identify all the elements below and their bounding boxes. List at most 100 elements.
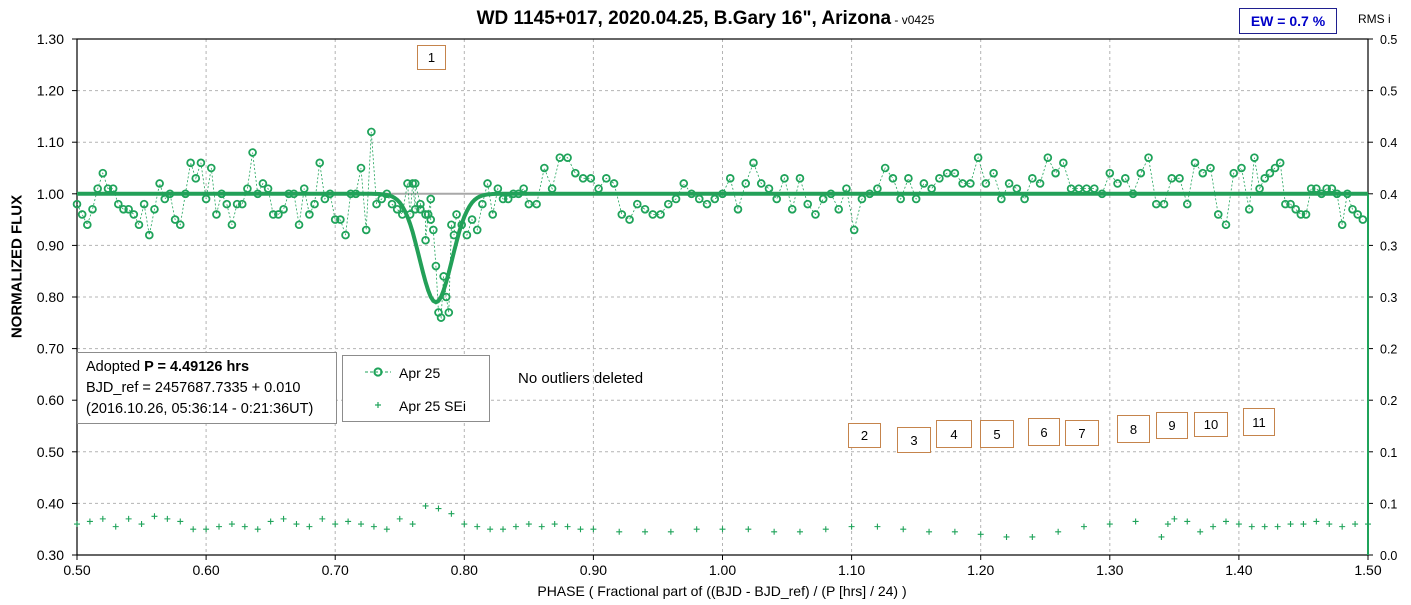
- data-point-apr25: [98, 168, 108, 178]
- data-point-apr25: [88, 204, 97, 214]
- data-point-sei: [112, 523, 119, 530]
- data-point-apr25: [1296, 210, 1306, 219]
- data-point-apr25: [873, 184, 882, 193]
- data-point-apr25: [196, 158, 206, 168]
- data-point-apr25: [186, 158, 195, 168]
- data-point-sei: [771, 528, 778, 535]
- data-point-apr25: [431, 261, 441, 271]
- data-point-sei: [1106, 521, 1113, 528]
- data-point-sei: [1210, 523, 1217, 530]
- y-axis-label: NORMALIZED FLUX: [8, 194, 26, 339]
- data-point-sei: [474, 523, 481, 530]
- data-point-apr25: [749, 158, 758, 168]
- y2-tick-label: 0.1: [1380, 497, 1397, 511]
- series-apr25: [72, 127, 1368, 322]
- data-point-apr25: [911, 194, 921, 204]
- y2-tick-label: 0.1: [1380, 446, 1397, 460]
- data-point-apr25: [514, 189, 523, 199]
- x-axis-label: PHASE ( Fractional part of ((BJD - BJD_r…: [537, 583, 907, 599]
- data-point-apr25: [129, 210, 139, 219]
- data-point-apr25: [1198, 168, 1208, 178]
- data-point-apr25: [733, 204, 743, 214]
- data-point-apr25: [849, 225, 859, 235]
- data-point-apr25: [439, 272, 448, 281]
- y-tick-label: 0.60: [37, 392, 64, 408]
- data-point-apr25: [108, 184, 118, 193]
- bjd-ref-line: BJD_ref = 2457687.7335 + 0.010: [86, 380, 301, 396]
- x-tick-label: 0.80: [451, 562, 478, 578]
- data-point-apr25: [217, 189, 226, 199]
- data-point-apr25: [687, 189, 696, 199]
- data-point-sei: [190, 526, 197, 533]
- data-point-apr25: [524, 199, 534, 209]
- y2-tick-label: 0.5: [1380, 85, 1397, 99]
- data-point-apr25: [857, 194, 867, 204]
- data-point-apr25: [279, 204, 288, 214]
- y-tick-label: 1.00: [37, 186, 64, 202]
- data-point-apr25: [1229, 168, 1239, 178]
- x-tick-label: 0.50: [63, 562, 90, 578]
- data-point-apr25: [403, 179, 412, 188]
- data-point-apr25: [263, 184, 273, 193]
- data-point-sei: [1326, 521, 1333, 528]
- data-point-apr25: [294, 220, 304, 230]
- data-point-apr25: [1237, 163, 1246, 173]
- data-point-apr25: [1358, 215, 1368, 224]
- data-point-apr25: [1028, 174, 1037, 183]
- data-point-apr25: [1250, 153, 1259, 162]
- data-point-apr25: [155, 179, 164, 188]
- legend-swatch-plus: [375, 402, 381, 408]
- data-point-sei: [1029, 533, 1036, 540]
- data-point-apr25: [452, 210, 461, 219]
- y2-tick-label: 0.2: [1380, 343, 1397, 357]
- data-point-apr25: [103, 184, 113, 193]
- data-point-apr25: [919, 179, 929, 188]
- data-point-apr25: [519, 184, 528, 193]
- data-point-sei: [616, 528, 623, 535]
- data-point-apr25: [377, 194, 386, 204]
- data-point-apr25: [447, 220, 456, 230]
- data-point-apr25: [710, 194, 720, 204]
- series-apr25-sei: [74, 502, 1371, 540]
- data-point-apr25: [1151, 199, 1161, 209]
- data-point-apr25: [289, 189, 299, 199]
- data-point-apr25: [632, 199, 642, 209]
- data-point-apr25: [989, 168, 998, 178]
- data-point-apr25: [663, 199, 673, 209]
- data-point-sei: [951, 528, 958, 535]
- data-point-apr25: [718, 189, 727, 199]
- data-point-apr25: [488, 210, 498, 219]
- event-marker: 4: [936, 420, 972, 448]
- data-point-apr25: [83, 220, 92, 230]
- data-point-apr25: [888, 174, 898, 183]
- data-point-sei: [396, 515, 403, 522]
- data-point-apr25: [818, 194, 828, 204]
- data-point-apr25: [77, 210, 87, 219]
- data-point-apr25: [1221, 220, 1231, 230]
- data-point-apr25: [206, 163, 216, 173]
- data-point-apr25: [602, 174, 611, 183]
- data-point-apr25: [950, 168, 960, 178]
- data-point-sei: [1197, 528, 1204, 535]
- data-point-apr25: [764, 184, 774, 193]
- data-point-sei: [667, 528, 674, 535]
- data-point-sei: [796, 528, 803, 535]
- data-point-apr25: [320, 194, 330, 204]
- data-point-apr25: [648, 210, 658, 219]
- data-point-apr25: [201, 194, 211, 204]
- data-point-apr25: [426, 194, 436, 204]
- x-tick-label: 1.00: [709, 562, 736, 578]
- y-tick-label: 1.10: [37, 134, 64, 150]
- data-point-sei: [74, 521, 80, 528]
- data-point-apr25: [1020, 194, 1029, 204]
- data-point-sei: [1080, 523, 1087, 530]
- data-point-apr25: [310, 199, 319, 209]
- data-point-sei: [538, 523, 545, 530]
- data-point-apr25: [1244, 204, 1254, 214]
- data-point-apr25: [1128, 189, 1138, 199]
- data-point-sei: [228, 521, 235, 528]
- data-point-apr25: [72, 199, 82, 209]
- data-point-apr25: [493, 184, 503, 193]
- data-point-apr25: [243, 184, 252, 193]
- data-point-apr25: [483, 179, 492, 188]
